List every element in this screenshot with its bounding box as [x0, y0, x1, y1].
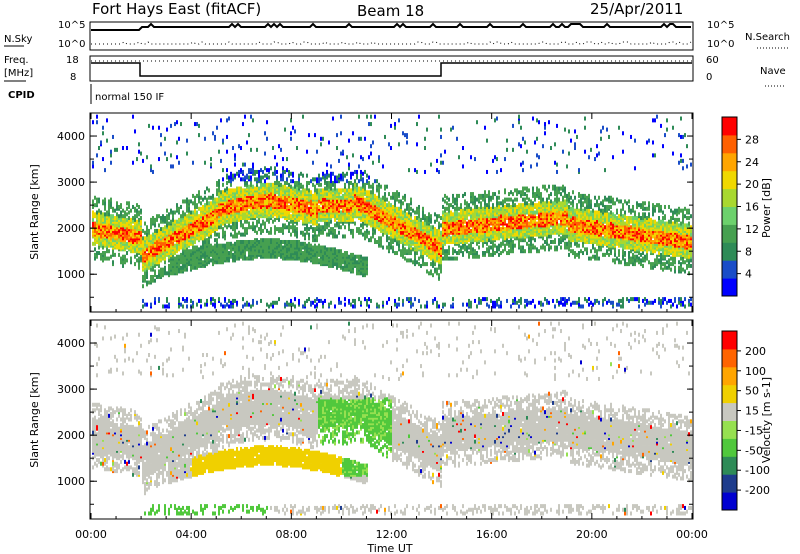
colorbar-segment: [722, 403, 737, 421]
freq-label: Freq.: [4, 55, 29, 66]
ytick-label: 4000: [57, 337, 85, 350]
colorbar-segment: [722, 385, 737, 403]
colorbar-segment: [722, 492, 737, 510]
colorbar-segment: [722, 242, 737, 260]
colorbar-segment: [722, 224, 737, 242]
cpid-value: normal 150 IF: [95, 92, 164, 103]
ytick-label: 1000: [57, 475, 85, 488]
beam-label: Beam 18: [357, 2, 424, 20]
xtick-label: 12:00: [376, 528, 408, 541]
colorbar-tick: 15: [745, 405, 759, 418]
colorbar-segment: [722, 153, 737, 171]
nsky-tick-bottom: 10^0: [58, 39, 85, 50]
ytick-label: 3000: [57, 383, 85, 396]
xaxis-label: Time UT: [366, 542, 412, 554]
colorbar-segment: [722, 135, 737, 153]
colorbar-segment: [722, 260, 737, 278]
date-label: 25/Apr/2011: [590, 0, 683, 18]
colorbar-segment: [722, 421, 737, 439]
xtick-label: 16:00: [476, 528, 508, 541]
colorbar-segment: [722, 474, 737, 492]
velocity-ylabel: Slant Range [km]: [28, 372, 41, 468]
nsky-panel: N.Sky 10^5 10^0 10^5 10^0 N.Search: [4, 20, 790, 50]
colorbar-segment: [722, 456, 737, 474]
colorbar-tick: 16: [745, 201, 759, 214]
nave-tick-top: 60: [706, 55, 719, 66]
xtick-label: 20:00: [576, 528, 608, 541]
nsearch-label: N.Search: [745, 32, 790, 43]
xtick-label: 08:00: [275, 528, 307, 541]
nave-tick-bottom: 0: [706, 72, 712, 83]
colorbar-segment: [722, 438, 737, 456]
xtick-label: 04:00: [175, 528, 207, 541]
power-scatter: [92, 115, 692, 309]
velocity-colorbar-label: Velocity [m s-1]: [760, 377, 773, 463]
nsearch-tick-top: 10^5: [707, 20, 734, 31]
colorbar-tick: 4: [745, 268, 752, 281]
colorbar-tick: 28: [745, 133, 759, 146]
xtick-label: 00:00: [676, 528, 708, 541]
colorbar-segment: [722, 189, 737, 207]
freq-tick-bottom: 8: [70, 72, 76, 83]
velocity-panel: 1000 2000 3000 4000 Slant Range [km]: [28, 320, 693, 519]
colorbar-tick: -100: [745, 464, 770, 477]
ytick-label: 1000: [57, 268, 85, 281]
colorbar-segment: [722, 349, 737, 367]
colorbar-segment: [722, 367, 737, 385]
colorbar-tick: -200: [745, 484, 770, 497]
nsky-tick-top: 10^5: [58, 20, 85, 31]
power-colorbar-label: Power [dB]: [760, 178, 773, 238]
freq-unit: [MHz]: [4, 68, 33, 79]
colorbar-tick: 50: [745, 385, 759, 398]
cpid-row: CPID normal 150 IF: [8, 84, 164, 104]
nsky-label: N.Sky: [4, 34, 32, 45]
power-colorbar: 4 8 12 16 20 24 28 Power [dB]: [722, 117, 773, 297]
colorbar-tick: 12: [745, 223, 759, 236]
ytick-label: 2000: [57, 429, 85, 442]
colorbar-segment: [722, 278, 737, 296]
power-panel: 1000 2000 3000 4000 Slant Range [km]: [28, 113, 693, 312]
colorbar-tick: 8: [745, 245, 752, 258]
ytick-label: 2000: [57, 222, 85, 235]
nsearch-tick-bottom: 10^0: [707, 39, 734, 50]
plot-title: Fort Hays East (fitACF): [92, 0, 261, 18]
velocity-scatter: [92, 322, 692, 516]
colorbar-tick: 100: [745, 365, 766, 378]
colorbar-segment: [722, 171, 737, 189]
colorbar-segment: [722, 207, 737, 225]
colorbar-tick: 200: [745, 345, 766, 358]
colorbar-segment: [722, 117, 737, 135]
colorbar-segment: [722, 331, 737, 349]
cpid-label: CPID: [8, 90, 35, 101]
freq-tick-top: 18: [66, 55, 79, 66]
xtick-label: 00:00: [75, 528, 107, 541]
nave-label: Nave: [760, 66, 786, 77]
power-ylabel: Slant Range [km]: [28, 164, 41, 260]
colorbar-tick: 24: [745, 156, 759, 169]
ytick-label: 4000: [57, 130, 85, 143]
colorbar-tick: 20: [745, 178, 759, 191]
freq-panel: Freq. [MHz] 18 8 60 0 Nave: [4, 55, 786, 86]
ytick-label: 3000: [57, 176, 85, 189]
